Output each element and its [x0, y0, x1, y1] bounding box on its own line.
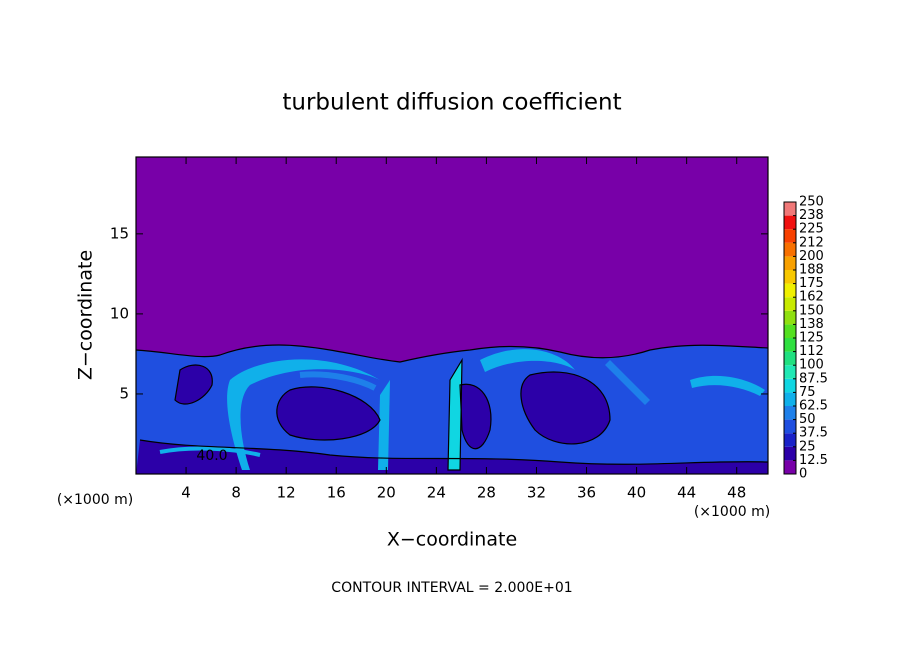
colorbar-label: 175: [799, 276, 824, 291]
x-unit-right: (×1000 m): [694, 504, 770, 520]
x-tick-label: 12: [277, 484, 296, 502]
colorbar-segment: [784, 338, 796, 352]
colorbar-segment: [784, 392, 796, 406]
colorbar-label: 112: [799, 344, 824, 359]
x-tick-label: 20: [377, 484, 396, 502]
y-tick-label: 10: [110, 304, 129, 322]
chart-title: turbulent diffusion coefficient: [282, 90, 621, 116]
y-tick-label: 15: [110, 224, 129, 242]
colorbar-label: 0: [799, 467, 807, 482]
x-tick-label: 16: [327, 484, 346, 502]
contour-field: [135, 157, 769, 474]
colorbar-label: 12.5: [799, 453, 828, 468]
colorbar-segment: [784, 406, 796, 420]
colorbar-segment: [784, 215, 796, 230]
colorbar-label: 162: [799, 290, 824, 305]
colorbar-segment: [784, 419, 796, 434]
colorbar-segment: [784, 324, 796, 338]
colorbar-segment: [784, 256, 796, 270]
y-tick-label: 5: [119, 384, 129, 402]
colorbar-segment: [784, 283, 796, 298]
colorbar-label: 37.5: [799, 426, 828, 441]
x-unit-left: (×1000 m): [57, 492, 133, 508]
colorbar-segment: [784, 270, 796, 284]
colorbar-segment: [784, 229, 796, 243]
x-tick-label: 24: [427, 484, 446, 502]
colorbar-label: 150: [799, 303, 824, 318]
x-tick-label: 4: [181, 484, 191, 502]
x-tick-label: 40: [627, 484, 646, 502]
colorbar-segment: [784, 351, 796, 366]
colorbar-segment: [784, 242, 796, 257]
colorbar-segment: [784, 202, 796, 216]
x-tick-label: 32: [527, 484, 546, 502]
colorbar-segment: [784, 378, 796, 393]
colorbar-label: 50: [799, 412, 816, 427]
colorbar-label: 238: [799, 208, 824, 223]
x-tick-label: 48: [727, 484, 746, 502]
colorbar-label: 188: [799, 263, 824, 278]
contour-label: 40.0: [196, 448, 227, 464]
x-tick-label: 28: [477, 484, 496, 502]
plot-frame: [135, 156, 769, 475]
colorbar-segment: [784, 297, 796, 311]
y-axis-label: Z−coordinate: [75, 250, 97, 380]
colorbar-label: 200: [799, 249, 824, 264]
colorbar-label: 250: [799, 195, 824, 210]
x-tick-label: 36: [577, 484, 596, 502]
colorbar-label: 212: [799, 235, 824, 250]
colorbar-segment: [784, 310, 796, 325]
colorbar-label: 138: [799, 317, 824, 332]
colorbar-segment: [784, 446, 796, 461]
colorbar-segment: [784, 365, 796, 379]
x-tick-label: 44: [677, 484, 696, 502]
colorbar-label: 87.5: [799, 371, 828, 386]
colorbar-segment: [784, 433, 796, 447]
colorbar-label: 225: [799, 222, 824, 237]
footer-note: CONTOUR INTERVAL = 2.000E+01: [331, 580, 572, 596]
colorbar-label: 62.5: [799, 399, 828, 414]
x-tick-label: 8: [231, 484, 241, 502]
colorbar-label: 75: [799, 385, 816, 400]
colorbar-label: 100: [799, 358, 824, 373]
colorbar-segment: [784, 460, 796, 474]
colorbar-label: 125: [799, 331, 824, 346]
x-axis-label: X−coordinate: [387, 529, 517, 551]
colorbar-label: 25: [799, 439, 816, 454]
